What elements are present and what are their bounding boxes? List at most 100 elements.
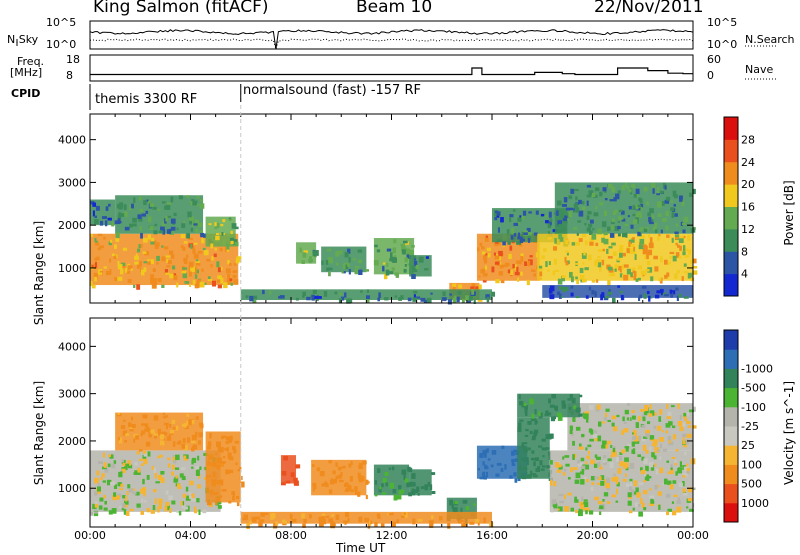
power-speckle: [589, 230, 593, 235]
velocity-speckle: [138, 449, 143, 452]
power-speckle: [150, 274, 155, 280]
velocity-speckle: [542, 455, 545, 458]
power-speckle: [157, 208, 161, 211]
power-speckle: [99, 220, 104, 226]
power-speckle: [172, 273, 177, 277]
power-colorbar-swatch-1: [724, 251, 738, 275]
velocity-colorbar-swatch-2: [724, 464, 738, 485]
velocity-speckle: [328, 489, 333, 494]
power-speckle: [520, 256, 524, 262]
power-speckle: [483, 255, 487, 260]
velocity-speckle: [564, 455, 570, 458]
power-speckle: [607, 226, 611, 232]
power-speckle: [570, 292, 574, 297]
velocity-speckle: [150, 429, 155, 434]
power-speckle: [618, 267, 622, 271]
power-speckle: [677, 244, 680, 248]
velocity-speckle: [227, 452, 232, 459]
power-speckle: [193, 242, 198, 245]
velocity-speckle: [563, 494, 566, 499]
velocity-speckle: [523, 447, 528, 453]
power-speckle: [513, 264, 517, 270]
power-speckle: [603, 234, 606, 238]
velocity-speckle: [191, 445, 195, 450]
power-speckle: [468, 296, 473, 301]
velocity-speckle: [683, 412, 687, 417]
velocity-speckle: [637, 435, 641, 441]
velocity-speckle: [563, 468, 567, 472]
power-speckle: [97, 247, 102, 251]
power-speckle: [216, 261, 220, 268]
velocity-speckle: [224, 447, 229, 451]
velocity-speckle: [594, 476, 599, 480]
velocity-speckle: [676, 500, 681, 505]
velocity-speckle: [340, 471, 343, 477]
velocity-speckle: [557, 508, 560, 511]
velocity-speckle: [407, 466, 411, 472]
power-speckle: [628, 188, 632, 193]
power-speckle: [199, 281, 205, 288]
velocity-speckle: [649, 488, 652, 491]
power-speckle: [202, 247, 206, 251]
power-speckle: [191, 222, 194, 227]
power-speckle: [586, 184, 592, 188]
power-speckle: [657, 186, 660, 190]
velocity-speckle: [177, 485, 182, 490]
power-speckle: [233, 279, 239, 285]
velocity-speckle: [289, 513, 293, 520]
power-speckle: [545, 261, 548, 267]
power-speckle: [149, 203, 154, 207]
power-speckle: [188, 216, 194, 222]
velocity-speckle: [130, 416, 134, 421]
velocity-speckle: [677, 497, 681, 503]
power-speckle: [392, 257, 397, 263]
velocity-speckle: [669, 484, 674, 490]
power-colorbar-swatch-3: [724, 206, 738, 230]
velocity-speckle: [90, 511, 94, 516]
velocity-speckle: [572, 416, 576, 422]
velocity-speckle: [365, 494, 368, 500]
power-speckle: [409, 249, 414, 256]
power-speckle: [649, 237, 653, 243]
power-speckle: [533, 232, 538, 236]
velocity-speckle: [548, 451, 552, 456]
power-speckle: [607, 291, 612, 295]
velocity-speckle: [679, 461, 682, 468]
velocity-speckle: [666, 511, 670, 516]
velocity-speckle: [217, 446, 221, 452]
power-speckle: [662, 183, 666, 189]
velocity-speckle: [583, 499, 588, 502]
velocity-speckle: [227, 438, 233, 443]
power-speckle: [91, 284, 96, 289]
velocity-speckle: [637, 416, 641, 422]
power-speckle: [186, 195, 190, 198]
velocity-speckle: [169, 508, 172, 513]
velocity-speckle: [687, 487, 693, 493]
power-speckle: [467, 299, 472, 303]
power-speckle: [156, 255, 160, 262]
power-speckle: [597, 249, 603, 252]
power-speckle: [621, 185, 625, 191]
velocity-speckle: [558, 493, 564, 497]
power-speckle: [479, 242, 483, 247]
velocity-speckle: [170, 429, 175, 434]
power-speckle: [117, 276, 123, 281]
velocity-speckle: [401, 469, 407, 475]
velocity-speckle: [577, 462, 583, 467]
power-speckle: [519, 215, 522, 218]
velocity-colorbar-tick-label-3: 25: [741, 439, 755, 452]
power-speckle: [675, 287, 679, 291]
power-speckle: [126, 271, 130, 275]
velocity-speckle: [168, 424, 172, 428]
power-speckle: [190, 201, 194, 206]
velocity-speckle: [217, 505, 222, 509]
power-speckle: [640, 207, 643, 211]
velocity-speckle: [637, 504, 641, 507]
velocity-speckle: [576, 459, 580, 464]
power-speckle: [226, 279, 232, 285]
power-speckle: [581, 252, 587, 259]
power-speckle: [576, 232, 579, 236]
power-speckle: [199, 230, 204, 235]
power-speckle: [165, 255, 171, 258]
velocity-speckle: [575, 426, 581, 431]
